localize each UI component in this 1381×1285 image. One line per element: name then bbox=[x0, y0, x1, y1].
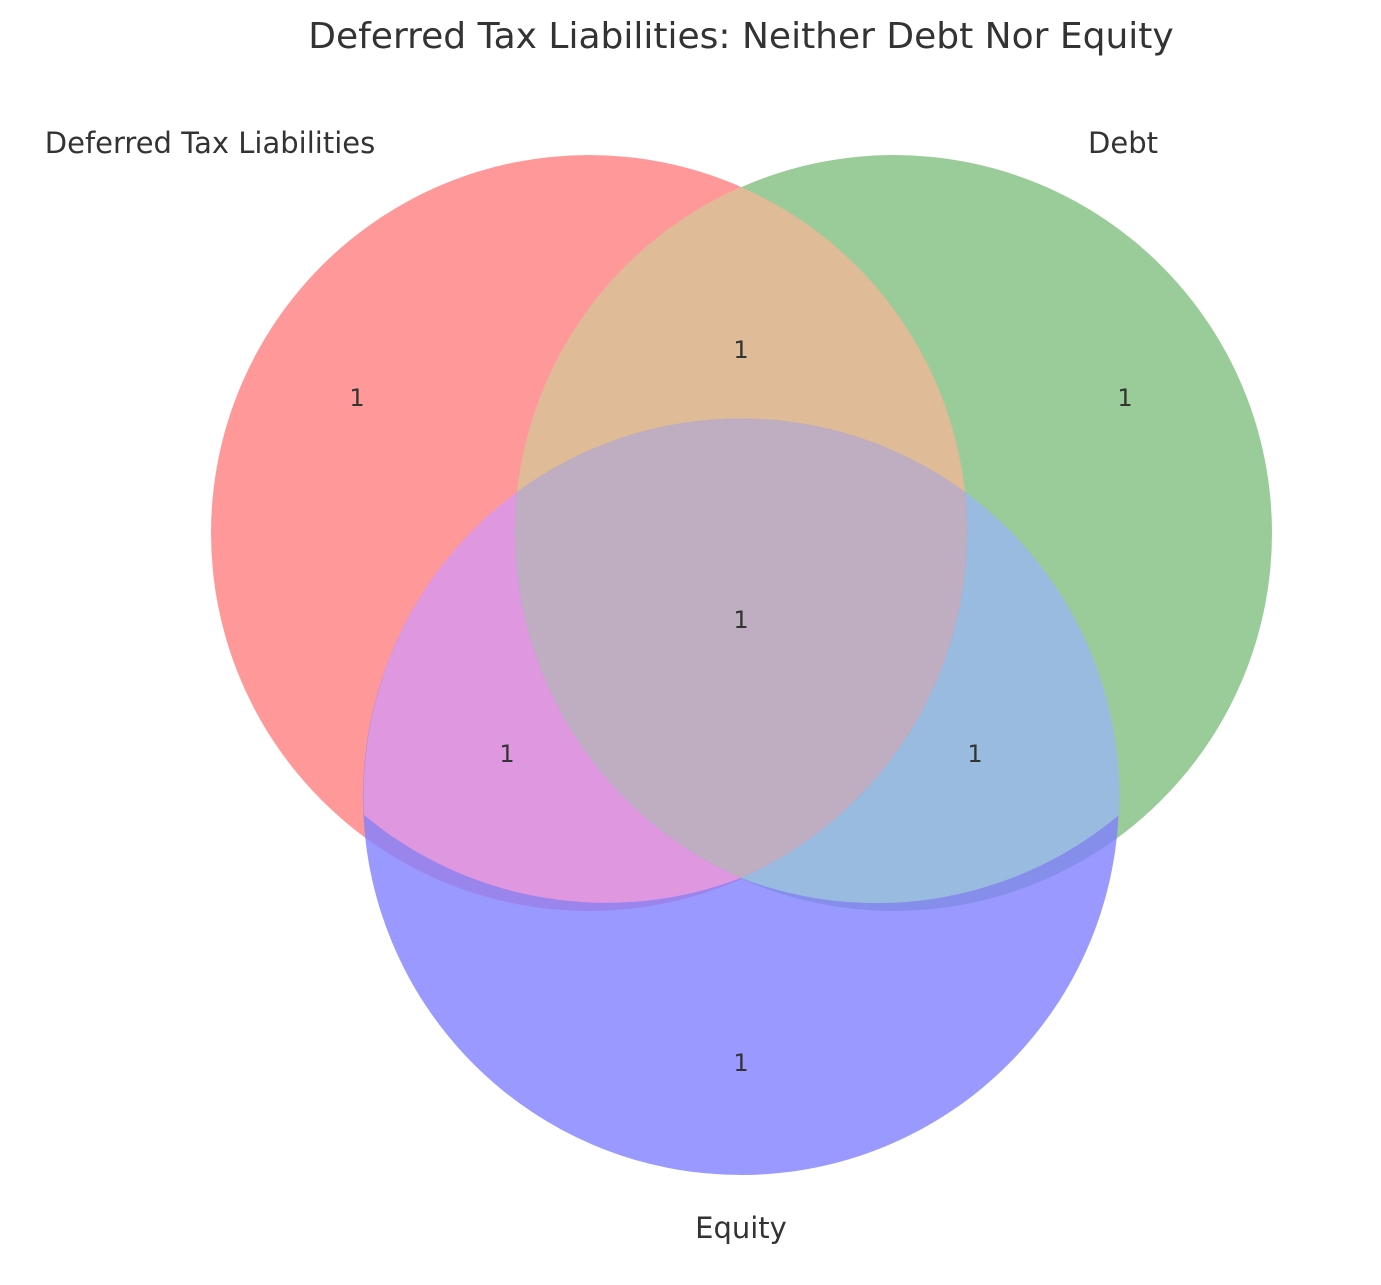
region-dtl-debt bbox=[517, 187, 965, 492]
count-dtl-only: 1 bbox=[349, 384, 364, 412]
region-all-three bbox=[514, 418, 968, 878]
chart-title: Deferred Tax Liabilities: Neither Debt N… bbox=[308, 16, 1173, 57]
count-debt-only: 1 bbox=[1117, 384, 1132, 412]
set-label-debt: Debt bbox=[1088, 126, 1158, 160]
count-debt-equity: 1 bbox=[967, 740, 982, 768]
count-all-three: 1 bbox=[733, 606, 748, 634]
set-label-deferred-tax-liabilities: Deferred Tax Liabilities bbox=[45, 126, 375, 160]
count-equity-only: 1 bbox=[733, 1049, 748, 1077]
count-dtl-equity: 1 bbox=[499, 740, 514, 768]
count-dtl-debt: 1 bbox=[733, 336, 748, 364]
region-debt-equity bbox=[741, 492, 1120, 904]
region-dtl-equity bbox=[363, 492, 741, 903]
set-label-equity: Equity bbox=[695, 1211, 787, 1245]
